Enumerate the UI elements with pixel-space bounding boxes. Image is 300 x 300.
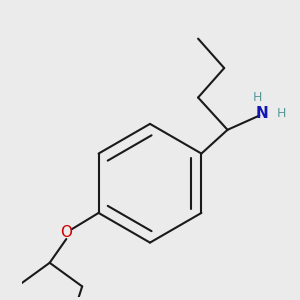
Text: H: H xyxy=(277,107,286,120)
Text: N: N xyxy=(255,106,268,121)
Text: O: O xyxy=(60,225,72,240)
Text: H: H xyxy=(253,92,262,104)
